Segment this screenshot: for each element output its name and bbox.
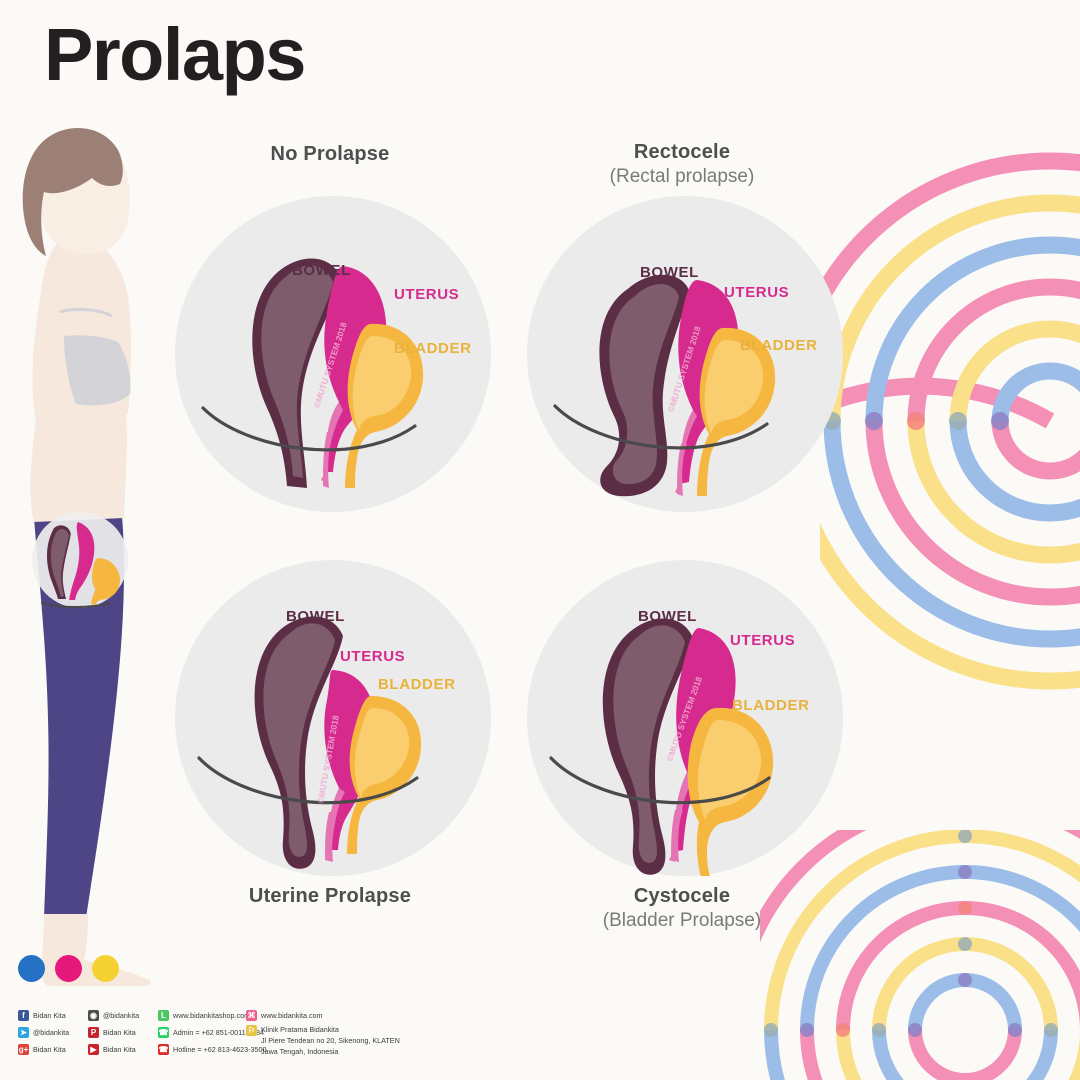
- label-bladder: BLADDER: [732, 697, 810, 714]
- footer-column-2: ◉ @bidankita P Bidan Kita ▶ Bidan Kita: [88, 1008, 154, 1059]
- organ-diagram-no-prolapse: ©MUTU SYSTEM 2018: [201, 258, 424, 488]
- whatsapp-icon: ☎: [158, 1027, 169, 1038]
- label-uterus: UTERUS: [394, 286, 460, 303]
- footer-link-row[interactable]: ☎ Admin = +62 851-0011-1884: [158, 1025, 268, 1040]
- organ-diagram-rectocele: ©MUTU SYSTEM 2018: [553, 274, 776, 497]
- hair-shape: [22, 127, 123, 257]
- torso-lower: [30, 410, 127, 522]
- label-bladder: BLADDER: [740, 337, 818, 354]
- pinterest-icon: P: [88, 1027, 99, 1038]
- instagram-icon: ◉: [88, 1010, 99, 1021]
- footer-link-row[interactable]: ▶ Bidan Kita: [88, 1042, 154, 1057]
- label-bowel: BOWEL: [292, 262, 351, 279]
- footer-link-text: Hotline = +62 813-4623-3500: [173, 1045, 267, 1054]
- footer-link-row[interactable]: g+ Bidan Kita: [18, 1042, 84, 1057]
- web-icon: ⌘: [246, 1010, 257, 1021]
- pants-shape: [34, 516, 125, 918]
- youtube-icon: ▶: [88, 1044, 99, 1055]
- footer-link-text: Admin = +62 851-0011-1884: [173, 1028, 264, 1037]
- footer-link-text: Bidan Kita: [103, 1045, 136, 1054]
- footer-link-text: @bidankita: [103, 1011, 140, 1020]
- label-bowel: BOWEL: [286, 608, 345, 625]
- label-uterus: UTERUS: [730, 632, 796, 649]
- label-bowel: BOWEL: [640, 264, 699, 281]
- bra-shape: [64, 335, 131, 406]
- googleplus-icon: g+: [18, 1044, 29, 1055]
- footer-link-row[interactable]: ☎ Hotline = +62 813-4623-3500: [158, 1042, 268, 1057]
- pelvis-inset-organs: [40, 522, 120, 609]
- panel-subtitle-rectocele: (Rectal prolapse): [609, 166, 755, 187]
- footer-column-4: ⌘ www.bidankita.com ⚐ Klinik Pratama Bida…: [246, 1008, 406, 1059]
- location-icon: ⚐: [246, 1025, 257, 1036]
- footer-address-row: ⚐ Klinik Pratama Bidankita Jl Piere Tende…: [246, 1025, 406, 1057]
- footer-link-row[interactable]: ➤ @bidankita: [18, 1025, 84, 1040]
- panel-rectocele: Rectocele (Rectal prolapse) ©MUTU SYSTEM…: [522, 138, 843, 538]
- footer-link-text: Bidan Kita: [33, 1045, 66, 1054]
- footer-link-row[interactable]: ⌘ www.bidankita.com: [246, 1008, 406, 1023]
- label-bladder: BLADDER: [394, 340, 472, 357]
- page-title: Prolaps: [44, 13, 306, 96]
- footer-address-line: Jawa Tengah, Indonesia: [261, 1046, 339, 1056]
- label-bowel: BOWEL: [638, 608, 697, 625]
- phone-icon: ☎: [158, 1044, 169, 1055]
- brand-dot-yellow: [92, 955, 119, 982]
- footer-link-row[interactable]: P Bidan Kita: [88, 1025, 154, 1040]
- organ-diagram-cystocele: ©MUTU SYSTEM 2018: [549, 618, 774, 876]
- label-uterus: UTERUS: [724, 284, 790, 301]
- panel-title-uterine-prolapse: Uterine Prolapse: [248, 885, 412, 907]
- label-uterus: UTERUS: [340, 648, 406, 665]
- panel-subtitle-cystocele: (Bladder Prolapse): [602, 910, 762, 931]
- organ-diagram-uterine-prolapse: ©MUTU SYSTEM 2018: [197, 616, 422, 869]
- footer-link-row[interactable]: ◉ @bidankita: [88, 1008, 154, 1023]
- footer-link-text: www.bidankitashop.com: [173, 1011, 251, 1020]
- panel-no-prolapse: No Prolapse ©MUTU SYSTEM 2018 BOWEL UTER…: [170, 138, 491, 538]
- footer-address-line: Klinik Pratama Bidankita: [261, 1025, 339, 1034]
- brand-dot-blue: [18, 955, 45, 982]
- panel-title-rectocele: Rectocele: [633, 141, 731, 163]
- facebook-icon: f: [18, 1010, 29, 1021]
- footer-address-line: Jl Piere Tendean no 20, Sikenong, KLATEN: [261, 1035, 400, 1045]
- footer-column-1: f Bidan Kita ➤ @bidankita g+ Bidan Kita: [18, 1008, 84, 1059]
- footer-link-row[interactable]: f Bidan Kita: [18, 1008, 84, 1023]
- label-bladder: BLADDER: [378, 676, 456, 693]
- woman-figure-illustration: [22, 127, 151, 986]
- panel-title-cystocele: Cystocele: [633, 885, 731, 907]
- footer-link-text: www.bidankita.com: [261, 1011, 323, 1020]
- footer-link-text: Bidan Kita: [103, 1028, 136, 1037]
- footer-address-text: Klinik Pratama Bidankita Jl Piere Tendean…: [261, 1025, 400, 1057]
- panel-title-no-prolapse: No Prolapse: [270, 143, 390, 165]
- bra-strap: [59, 307, 113, 318]
- brand-dot-pink: [55, 955, 82, 982]
- line-icon: L: [158, 1010, 169, 1021]
- footer-link-text: Bidan Kita: [33, 1011, 66, 1020]
- panel-cystocele: ©MUTU SYSTEM 2018 BOWEL UTERUS BLADDER C…: [522, 560, 843, 960]
- panel-uterine-prolapse: ©MUTU SYSTEM 2018 BOWEL UTERUS BLADDER U…: [170, 560, 491, 940]
- telegram-icon: ➤: [18, 1027, 29, 1038]
- footer-link-text: @bidankita: [33, 1028, 70, 1037]
